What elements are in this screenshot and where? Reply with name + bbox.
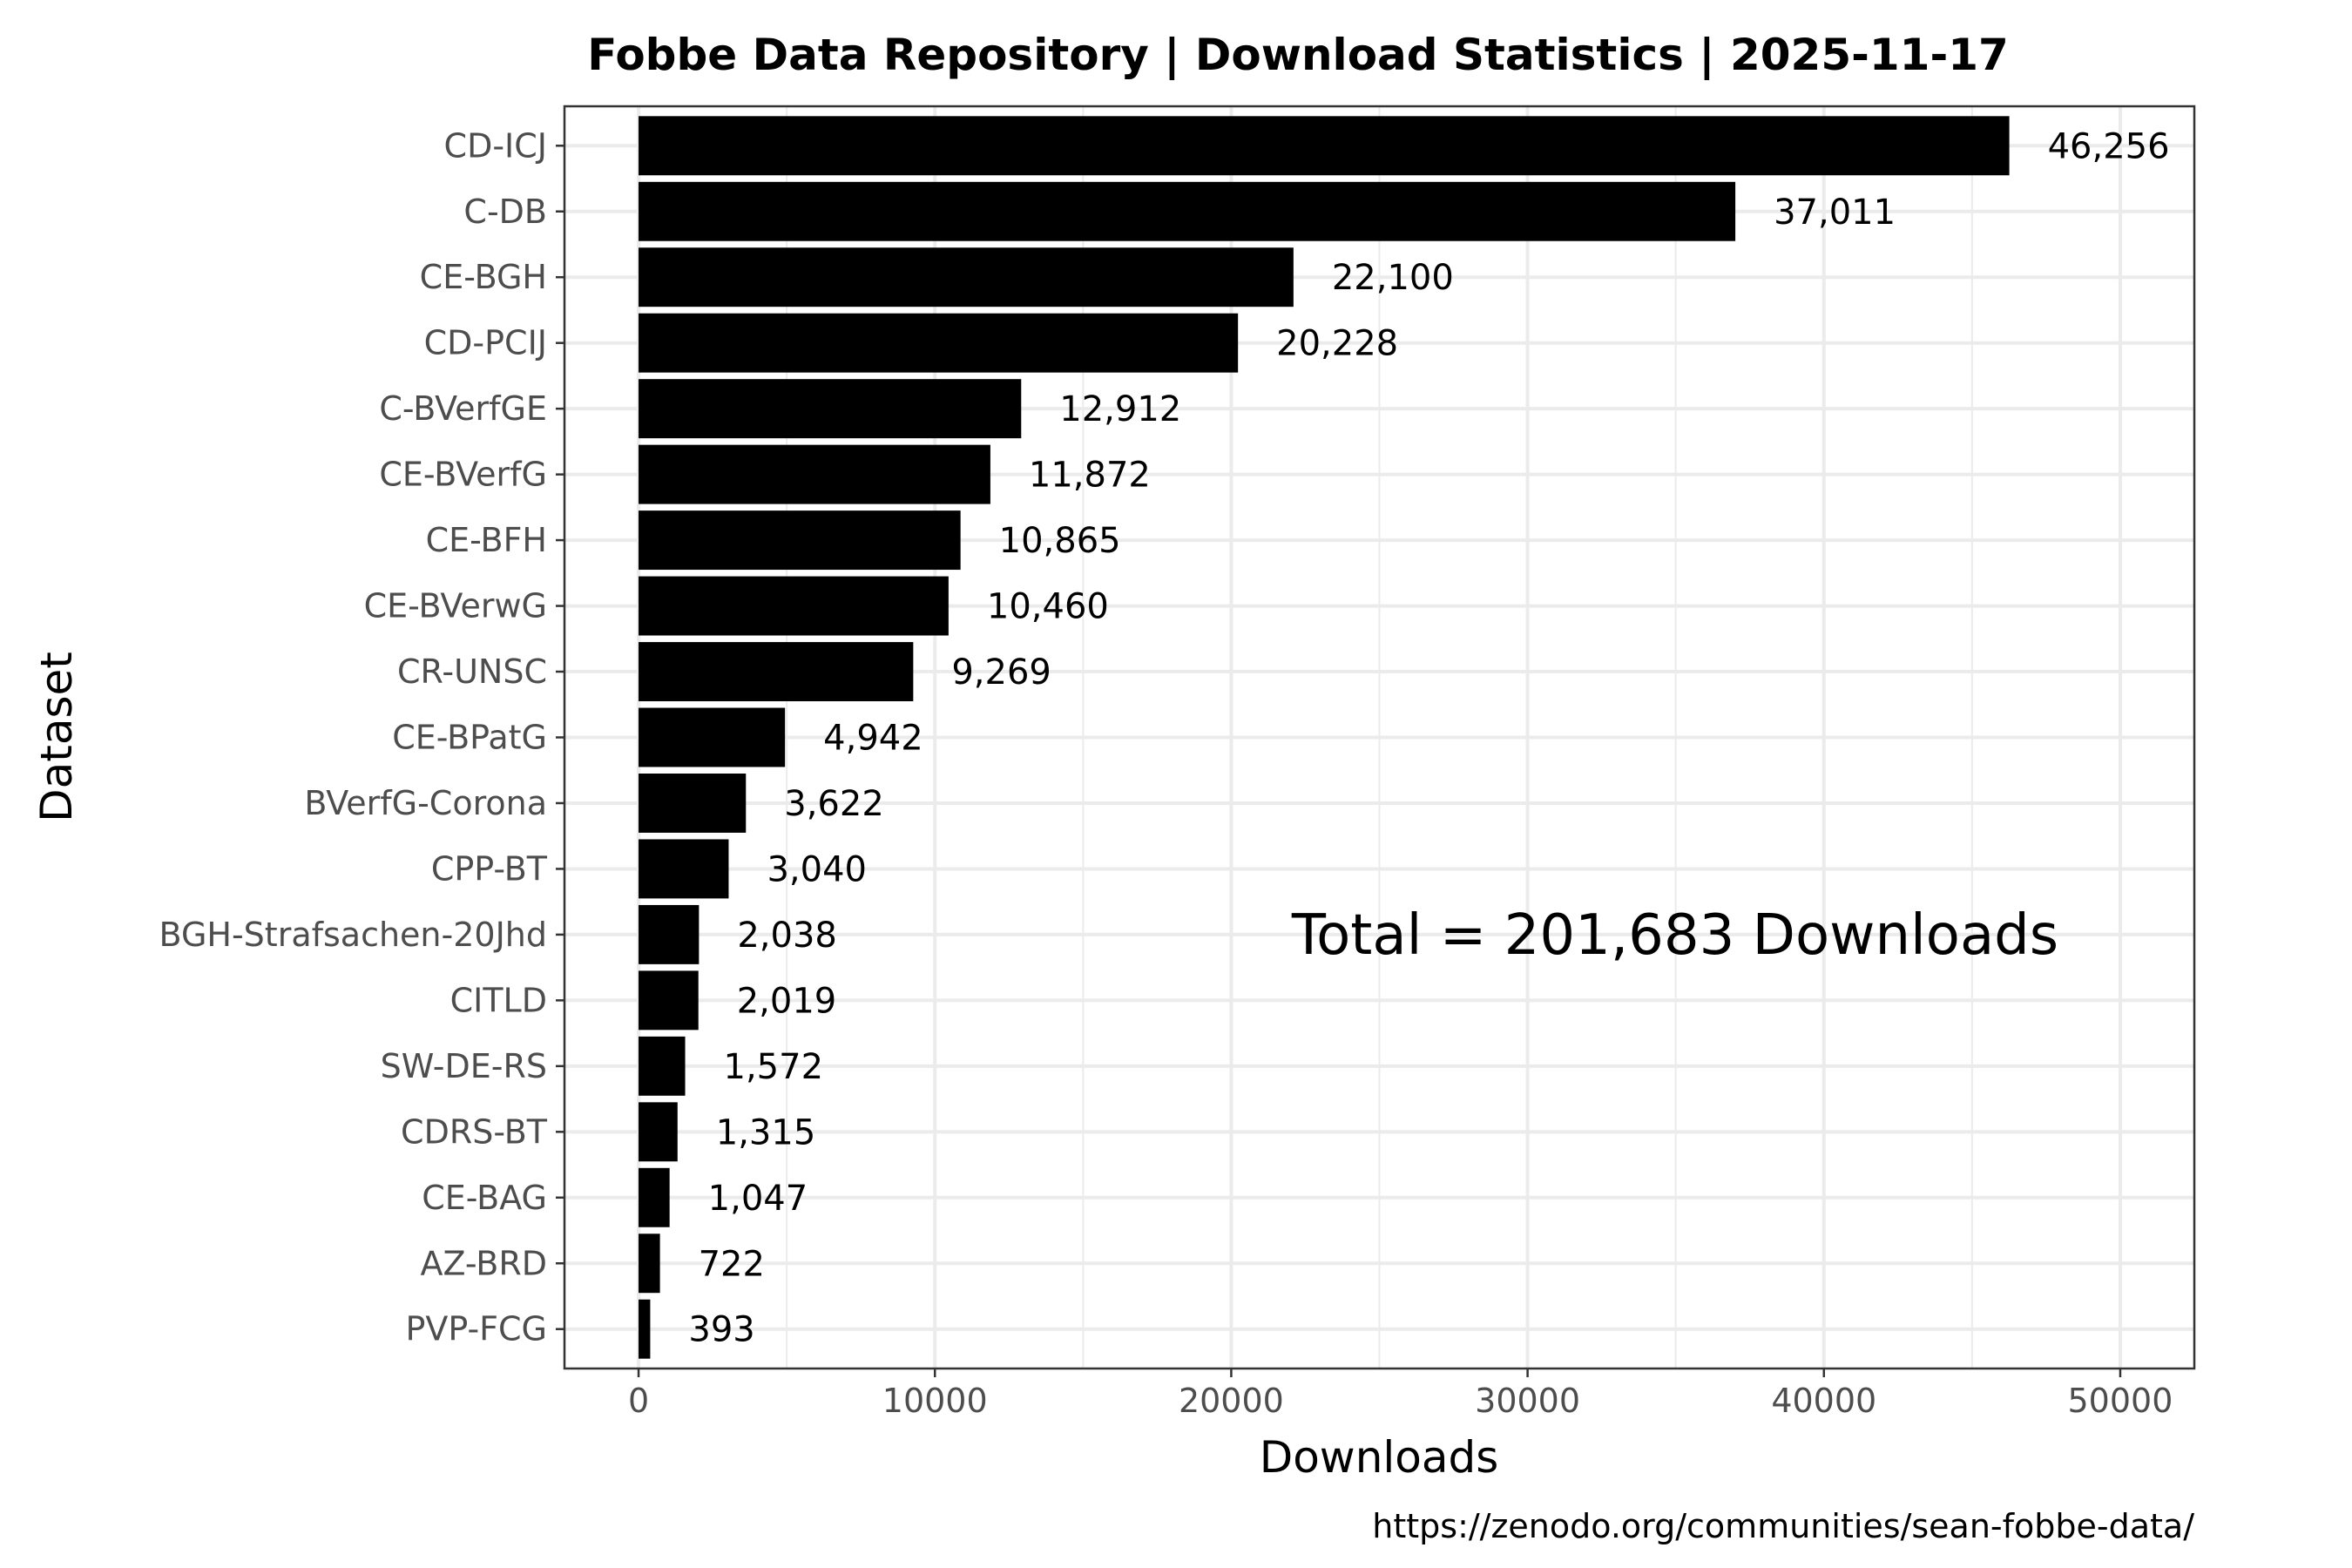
data-label: 22,100 (1332, 258, 1454, 298)
bar-CE-BFH (639, 510, 961, 571)
panel-border (563, 105, 2196, 1370)
data-label: 10,865 (999, 521, 1121, 561)
chart-title: Fobbe Data Repository | Download Statist… (587, 30, 2009, 80)
y-tick-label: SW-DE-RS (381, 1047, 547, 1085)
bar-BVerfG-Corona (639, 774, 747, 833)
data-label: 1,572 (724, 1047, 824, 1087)
y-axis-title: Dataset (31, 652, 82, 822)
data-label: 4,942 (823, 719, 923, 759)
y-tick-label: CE-BVerfG (379, 456, 547, 494)
y-tick-label: BGH-Strafsachen-20Jhd (159, 916, 547, 954)
plot-panel: 46,256 CD-ICJ 37,011 C-DB 22,100 CE-BGH 20,228… (159, 105, 2196, 1420)
bar-PVP-FCG (639, 1299, 651, 1359)
y-tick-label: CR-UNSC (397, 652, 547, 691)
y-tick-label: CD-ICJ (444, 126, 547, 165)
data-label: 37,011 (1774, 193, 1896, 233)
data-label: 3,622 (784, 784, 884, 824)
y-tick-label: CE-BPatG (392, 719, 547, 757)
bar-CE-BAG (639, 1167, 670, 1227)
data-label: 12,912 (1059, 389, 1181, 429)
data-label: 10,460 (987, 587, 1109, 627)
x-tick-label: 20000 (1179, 1382, 1284, 1420)
bar-CE-BPatG (639, 707, 786, 767)
bar-CITLD (639, 970, 699, 1031)
data-label: 46,256 (2048, 126, 2170, 166)
bar-CE-BVerfG (639, 444, 990, 504)
caption-url: https://zenodo.org/communities/sean-fobb… (1372, 1507, 2194, 1545)
data-label: 9,269 (951, 652, 1051, 693)
bar-CDRS-BT (639, 1102, 678, 1162)
data-label: 393 (688, 1310, 754, 1350)
data-label: 2,019 (737, 981, 837, 1021)
bar-BGH-Strafsachen-20Jhd (639, 904, 700, 964)
data-label: 1,315 (716, 1112, 816, 1152)
y-tick-label: C-BVerfGE (379, 389, 547, 428)
data-label: 1,047 (708, 1179, 808, 1219)
y-tick-label: CE-BAG (422, 1179, 547, 1217)
bar-CE-BVerwG (639, 576, 949, 636)
total-annotation: Total = 201,683 Downloads (1291, 903, 2058, 968)
y-tick-label: C-DB (463, 193, 547, 231)
data-label: 20,228 (1276, 324, 1398, 364)
data-label: 722 (699, 1244, 765, 1284)
bar-C-DB (639, 181, 1736, 241)
y-tick-label: CD-PCIJ (424, 324, 547, 362)
y-tick-label: PVP-FCG (405, 1310, 547, 1348)
data-label: 11,872 (1029, 456, 1151, 496)
x-axis-title: Downloads (1260, 1432, 1499, 1483)
bar-SW-DE-RS (639, 1036, 686, 1096)
bar-CE-BGH (639, 247, 1294, 308)
bar-AZ-BRD (639, 1233, 660, 1294)
bar-CD-PCIJ (639, 313, 1239, 373)
y-tick-label: CE-BFH (426, 521, 547, 559)
y-tick-label: CE-BGH (420, 258, 547, 296)
y-tick-label: AZ-BRD (421, 1244, 547, 1282)
x-tick-label: 10000 (882, 1382, 988, 1420)
bar-CR-UNSC (639, 642, 914, 701)
y-tick-label: CITLD (450, 981, 547, 1019)
x-tick-label: 40000 (1771, 1382, 1876, 1420)
y-tick-label: CE-BVerwG (364, 587, 547, 625)
x-tick-label: 0 (628, 1382, 649, 1420)
x-tick-label: 30000 (1475, 1382, 1580, 1420)
data-label: 3,040 (767, 849, 867, 889)
bar-C-BVerfGE (639, 379, 1022, 439)
y-tick-label: BVerfG-Corona (304, 784, 547, 822)
bar-CD-ICJ (639, 116, 2010, 176)
y-tick-label: CPP-BT (431, 849, 548, 888)
x-tick-label: 50000 (2068, 1382, 2173, 1420)
data-label: 2,038 (737, 916, 837, 956)
y-tick-label: CDRS-BT (401, 1112, 548, 1151)
bar-CPP-BT (639, 839, 729, 899)
